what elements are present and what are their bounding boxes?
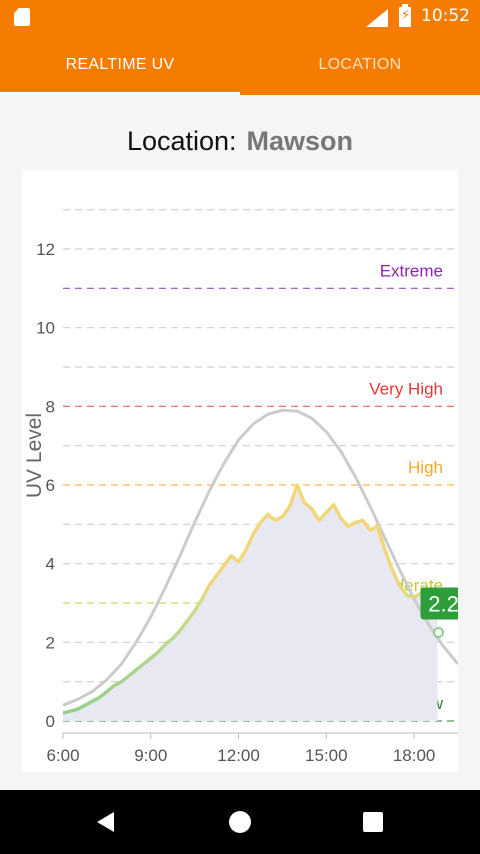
status-time: 10:52 [421, 6, 470, 26]
threshold-label: Extreme [380, 261, 443, 280]
sd-card-icon [14, 8, 30, 26]
x-tick-label: 12:00 [217, 746, 260, 765]
current-point [433, 626, 445, 638]
measured-area [63, 485, 438, 721]
y-tick-label: 6 [46, 476, 55, 495]
y-tick-label: 4 [46, 555, 55, 574]
threshold-label: Very High [369, 379, 443, 398]
status-bar: LTE ⚡ 10:52 [0, 0, 480, 34]
threshold-label: High [408, 458, 443, 477]
y-tick-label: 10 [36, 319, 55, 338]
charging-bolt-icon: ⚡ [401, 8, 411, 23]
uv-chart: LowModerateHighVery HighExtreme024681012… [22, 170, 467, 772]
current-value-label: 2.2 [428, 591, 458, 616]
home-icon[interactable] [229, 811, 251, 833]
tab-realtime-uv[interactable]: REALTIME UV [0, 34, 240, 95]
location-header: Location: Mawson [0, 126, 480, 157]
location-label: Location: [126, 126, 237, 156]
recent-apps-icon[interactable] [363, 812, 383, 832]
current-value-badge [420, 587, 467, 620]
forecast-line [62, 408, 460, 707]
x-tick-label: 15:00 [305, 746, 348, 765]
x-tick-label: 18:00 [393, 746, 436, 765]
y-tick-label: 12 [36, 240, 55, 259]
location-name: Mawson [246, 126, 354, 156]
tab-location[interactable]: LOCATION [318, 55, 402, 73]
back-icon[interactable] [97, 812, 114, 832]
y-tick-label: 2 [46, 633, 55, 652]
y-tick-label: 0 [46, 712, 55, 731]
network-type-label: LTE [366, 6, 383, 16]
y-tick-label: 8 [46, 397, 55, 416]
battery-charging-icon [399, 4, 411, 27]
uv-chart-svg: LowModerateHighVery HighExtreme024681012… [23, 209, 467, 765]
x-tick-label: 6:00 [46, 746, 79, 765]
measured-line [62, 483, 440, 715]
y-axis-title: UV Level [23, 413, 46, 498]
x-tick-label: 9:00 [134, 746, 167, 765]
tab-bar: REALTIME UV LOCATION [0, 34, 480, 95]
